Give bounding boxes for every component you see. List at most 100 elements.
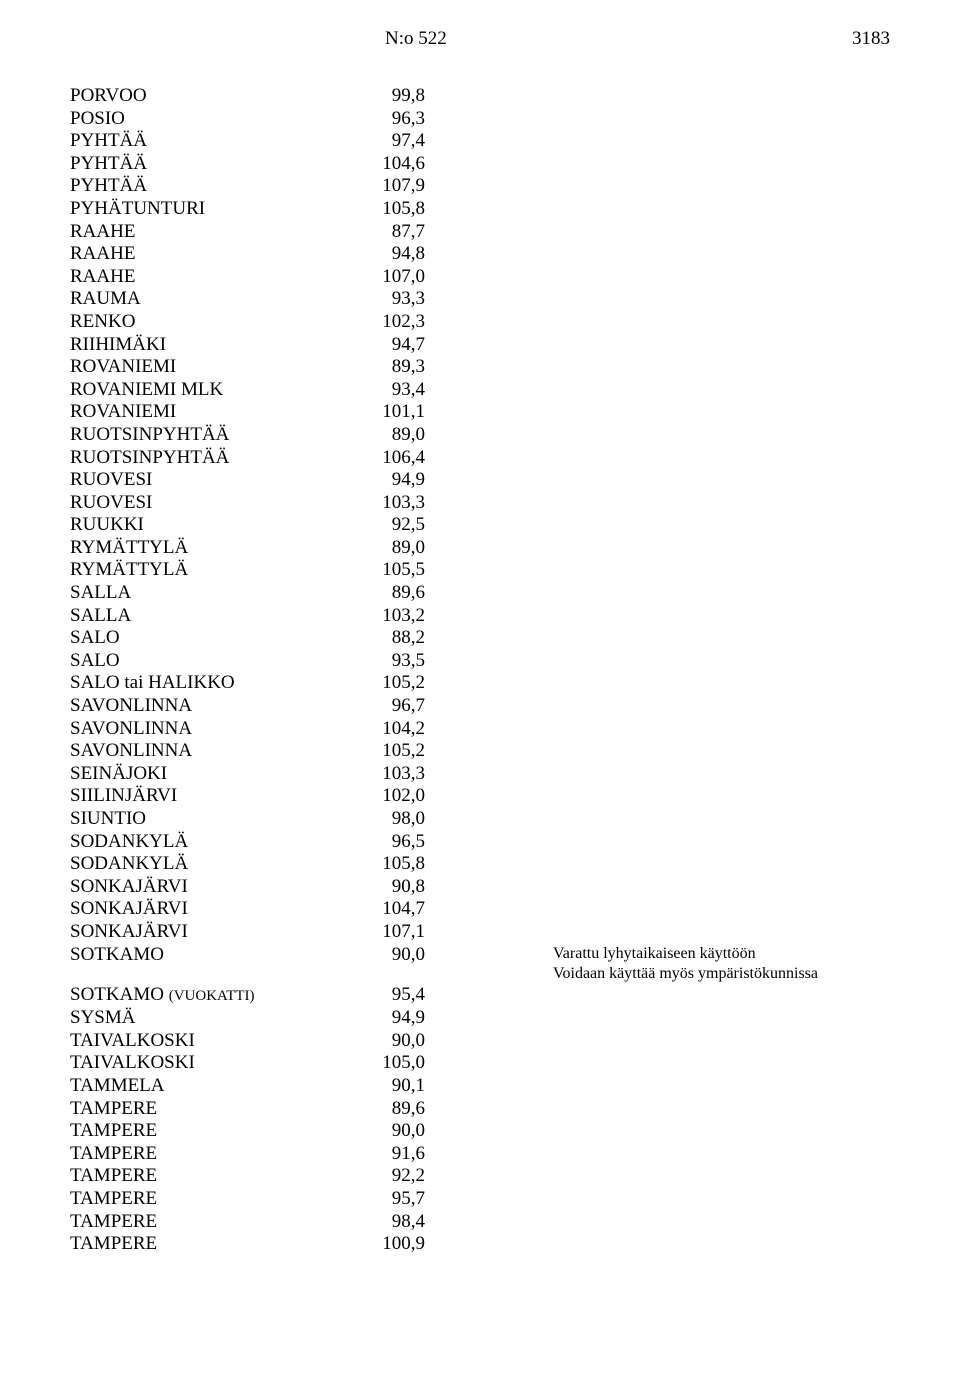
location-value: 97,4 bbox=[365, 130, 425, 153]
location-value: 94,8 bbox=[365, 243, 425, 266]
location-value: 105,0 bbox=[365, 1052, 425, 1075]
location-value: 96,7 bbox=[365, 695, 425, 718]
location-value: 104,2 bbox=[365, 718, 425, 741]
location-name: RENKO bbox=[70, 311, 365, 334]
table-row: SAVONLINNA105,2 bbox=[70, 740, 873, 763]
table-row: RUOVESI103,3 bbox=[70, 492, 873, 515]
table-row: SALO93,5 bbox=[70, 650, 873, 673]
content-area: PORVOO99,8POSIO96,3PYHTÄÄ97,4PYHTÄÄ104,6… bbox=[70, 85, 890, 1256]
table-row: RUOTSINPYHTÄÄ106,4 bbox=[70, 447, 873, 470]
location-name: RUOVESI bbox=[70, 492, 365, 515]
location-name: SAVONLINNA bbox=[70, 718, 365, 741]
location-value: 94,9 bbox=[365, 469, 425, 492]
location-name: PORVOO bbox=[70, 85, 365, 108]
table-row: SALO88,2 bbox=[70, 627, 873, 650]
header-left: N:o 522 bbox=[70, 28, 447, 50]
location-name: SALO tai HALIKKO bbox=[70, 672, 365, 695]
location-name: SODANKYLÄ bbox=[70, 831, 365, 854]
location-value: 103,2 bbox=[365, 605, 425, 628]
table-row: TAMPERE89,6 bbox=[70, 1098, 873, 1121]
location-value: 89,6 bbox=[365, 582, 425, 605]
table-row: SAVONLINNA104,2 bbox=[70, 718, 873, 741]
location-value: 102,0 bbox=[365, 785, 425, 808]
location-name: PYHÄTUNTURI bbox=[70, 198, 365, 221]
location-value: 90,1 bbox=[365, 1075, 425, 1098]
location-value: 98,0 bbox=[365, 808, 425, 831]
table-row: SOTKAMO90,0Varattu lyhytaikaiseen käyttö… bbox=[70, 944, 873, 984]
location-value: 105,8 bbox=[365, 198, 425, 221]
location-name: SONKAJÄRVI bbox=[70, 921, 365, 944]
location-name: TAIVALKOSKI bbox=[70, 1030, 365, 1053]
location-value: 105,2 bbox=[365, 672, 425, 695]
table-row: PORVOO99,8 bbox=[70, 85, 873, 108]
table-row: ROVANIEMI MLK93,4 bbox=[70, 379, 873, 402]
table-row: RYMÄTTYLÄ89,0 bbox=[70, 537, 873, 560]
table-row: PYHTÄÄ107,9 bbox=[70, 175, 873, 198]
table-row: RUOVESI94,9 bbox=[70, 469, 873, 492]
location-value: 93,4 bbox=[365, 379, 425, 402]
location-value: 95,7 bbox=[365, 1188, 425, 1211]
location-name: SALO bbox=[70, 627, 365, 650]
location-name: SAVONLINNA bbox=[70, 695, 365, 718]
location-value: 94,7 bbox=[365, 334, 425, 357]
location-name: SYSMÄ bbox=[70, 1007, 365, 1030]
table-row: SODANKYLÄ96,5 bbox=[70, 831, 873, 854]
location-value: 105,2 bbox=[365, 740, 425, 763]
location-name: TAMMELA bbox=[70, 1075, 365, 1098]
location-value: 93,5 bbox=[365, 650, 425, 673]
table-row: TAMPERE90,0 bbox=[70, 1120, 873, 1143]
location-name: RAAHE bbox=[70, 221, 365, 244]
table-row: SAVONLINNA96,7 bbox=[70, 695, 873, 718]
location-value: 90,0 bbox=[365, 1030, 425, 1053]
table-row: PYHÄTUNTURI105,8 bbox=[70, 198, 873, 221]
table-row: RAAHE87,7 bbox=[70, 221, 873, 244]
location-value: 94,9 bbox=[365, 1007, 425, 1030]
location-name: TAMPERE bbox=[70, 1165, 365, 1188]
page-header: N:o 522 3183 bbox=[70, 28, 890, 50]
location-name: RIIHIMÄKI bbox=[70, 334, 365, 357]
table-row: ROVANIEMI101,1 bbox=[70, 401, 873, 424]
table-row: TAMPERE91,6 bbox=[70, 1143, 873, 1166]
location-name: TAMPERE bbox=[70, 1120, 365, 1143]
table-row: SEINÄJOKI103,3 bbox=[70, 763, 873, 786]
location-name: PYHTÄÄ bbox=[70, 153, 365, 176]
location-value: 90,0 bbox=[365, 1120, 425, 1143]
location-name: RAAHE bbox=[70, 243, 365, 266]
table-row: SIUNTIO98,0 bbox=[70, 808, 873, 831]
table-row: SONKAJÄRVI107,1 bbox=[70, 921, 873, 944]
location-value: 107,0 bbox=[365, 266, 425, 289]
location-name: ROVANIEMI bbox=[70, 401, 365, 424]
table-row: RUUKKI92,5 bbox=[70, 514, 873, 537]
location-value: 105,5 bbox=[365, 559, 425, 582]
table-row: TAMPERE98,4 bbox=[70, 1211, 873, 1234]
table-row: TAIVALKOSKI105,0 bbox=[70, 1052, 873, 1075]
location-value: 91,6 bbox=[365, 1143, 425, 1166]
location-value: 100,9 bbox=[365, 1233, 425, 1256]
location-name: SODANKYLÄ bbox=[70, 853, 365, 876]
location-name: TAIVALKOSKI bbox=[70, 1052, 365, 1075]
location-value: 92,2 bbox=[365, 1165, 425, 1188]
location-name: SALLA bbox=[70, 582, 365, 605]
table-row: TAMPERE92,2 bbox=[70, 1165, 873, 1188]
table-row: SODANKYLÄ105,8 bbox=[70, 853, 873, 876]
table-row: TAMPERE95,7 bbox=[70, 1188, 873, 1211]
row-note: Varattu lyhytaikaiseen käyttöönVoidaan k… bbox=[505, 944, 873, 984]
table-row: RAAHE107,0 bbox=[70, 266, 873, 289]
location-value: 107,9 bbox=[365, 175, 425, 198]
table-row: RYMÄTTYLÄ105,5 bbox=[70, 559, 873, 582]
table-row: ROVANIEMI89,3 bbox=[70, 356, 873, 379]
table-row: PYHTÄÄ97,4 bbox=[70, 130, 873, 153]
table-row: RUOTSINPYHTÄÄ89,0 bbox=[70, 424, 873, 447]
location-name: SALO bbox=[70, 650, 365, 673]
location-name: PYHTÄÄ bbox=[70, 130, 365, 153]
location-name: SOTKAMO bbox=[70, 944, 365, 967]
table-row: RIIHIMÄKI94,7 bbox=[70, 334, 873, 357]
location-name: RAAHE bbox=[70, 266, 365, 289]
table-row: RAAHE94,8 bbox=[70, 243, 873, 266]
location-name: RYMÄTTYLÄ bbox=[70, 559, 365, 582]
location-value: 105,8 bbox=[365, 853, 425, 876]
location-name: RUOTSINPYHTÄÄ bbox=[70, 424, 365, 447]
location-name: ROVANIEMI MLK bbox=[70, 379, 365, 402]
location-name: TAMPERE bbox=[70, 1143, 365, 1166]
table-row: POSIO96,3 bbox=[70, 108, 873, 131]
